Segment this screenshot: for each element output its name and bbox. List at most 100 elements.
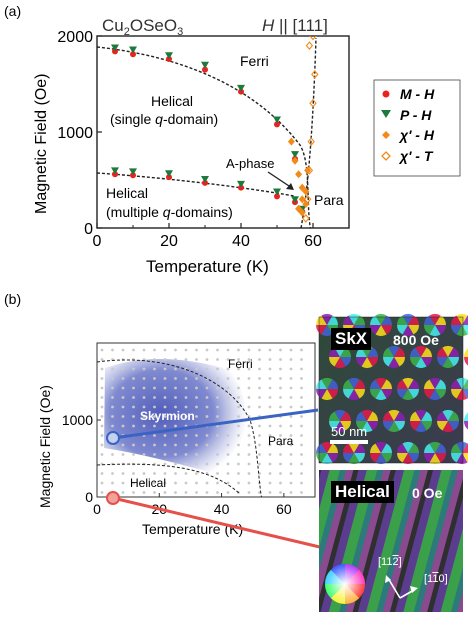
- grid-dot: [100, 434, 104, 437]
- region-helical-b: Helical: [130, 476, 166, 490]
- point-h: [287, 137, 295, 146]
- skyrmion-segment: [367, 347, 378, 357]
- skyrmion-segment: [456, 378, 468, 389]
- point-t: [309, 36, 317, 41]
- skyrmion-segment: [356, 357, 367, 367]
- grid-dot: [132, 367, 135, 371]
- skyrmion-spot: [383, 346, 405, 369]
- grid-dot: [121, 396, 125, 399]
- helical-field: 0 Oe: [412, 485, 443, 501]
- skyrmion-spot: [370, 442, 392, 465]
- x-axis-label-a: Temperature (K): [146, 257, 269, 276]
- y-tick-label-a: 1000: [57, 125, 93, 142]
- grid-dot: [237, 424, 240, 428]
- direction-label-1: [112]: [378, 556, 402, 568]
- outer-boundary-line-b: [97, 359, 262, 497]
- skyrmion-segment: [408, 315, 419, 325]
- grid-dot: [100, 405, 104, 409]
- grid-dot: [100, 443, 104, 447]
- grid-dot: [258, 358, 261, 361]
- grid-dot: [121, 367, 125, 371]
- skyrmion-spot: [410, 410, 432, 432]
- grid-dot: [195, 415, 198, 418]
- grid-dot: [132, 386, 135, 390]
- direction-arrowhead-1: [385, 575, 391, 583]
- skyrmion-spot: [316, 378, 339, 400]
- grid-dot: [195, 443, 198, 447]
- grid-dot: [184, 377, 188, 380]
- skyrmion-segment: [343, 315, 354, 325]
- point-h: [295, 170, 303, 179]
- skyrmion-spot: [370, 378, 392, 400]
- grid-dot: [226, 462, 230, 466]
- grid-dot: [279, 443, 282, 447]
- point-mh: [274, 193, 280, 200]
- skyrmion-segment: [370, 315, 381, 325]
- grid-dot: [111, 386, 114, 390]
- grid-dot: [216, 453, 219, 456]
- grid-dot: [153, 348, 156, 352]
- region-helical-multi-2: (multiple q-domains): [106, 204, 233, 220]
- skyrmion-segment: [381, 443, 392, 453]
- grid-dot: [279, 491, 282, 494]
- y-axis-label-a: Magnetic Field (Oe): [33, 74, 50, 215]
- skyrmion-segment: [361, 357, 373, 369]
- grid-dot: [289, 415, 293, 418]
- point-ph: [291, 196, 299, 204]
- grid-dot: [237, 377, 240, 380]
- skyrmion-segment: [437, 411, 448, 421]
- grid-dot: [289, 453, 293, 456]
- grid-dot: [121, 386, 125, 390]
- grid-dot: [153, 443, 156, 447]
- point-t: [305, 166, 314, 175]
- grid-dot: [195, 358, 198, 361]
- grid-dot: [195, 434, 198, 437]
- skyrmion-segment: [408, 443, 419, 453]
- skyrmion-spot: [451, 378, 468, 400]
- skyrmion-segment: [388, 346, 400, 357]
- skyrmion-segment: [394, 411, 405, 421]
- grid-dot: [289, 481, 293, 485]
- grid-dot: [268, 405, 272, 409]
- skyrmion-segment: [408, 389, 419, 399]
- skyrmion-segment: [437, 357, 448, 367]
- skyrmion-segment: [442, 421, 454, 432]
- grid-dot: [226, 472, 230, 475]
- grid-dot: [174, 367, 177, 371]
- skyrmion-segment: [464, 357, 468, 366]
- grid-dot: [300, 386, 303, 390]
- point-t: [307, 137, 315, 146]
- y-tick-label-b: 1000: [62, 412, 93, 428]
- grid-dot: [216, 405, 219, 409]
- skyrmion-spot: [437, 410, 460, 432]
- grid-dot: [279, 396, 282, 399]
- grid-dot: [100, 415, 104, 418]
- skx-field: 800 Oe: [393, 332, 439, 348]
- skyrmion-spot: [397, 442, 419, 465]
- grid-dot: [132, 491, 135, 494]
- panel-b-label: (b): [4, 291, 21, 307]
- grid-dot: [289, 424, 293, 428]
- grid-dot: [132, 377, 135, 380]
- skyrmion-segment: [462, 315, 468, 325]
- skyrmion-segment: [340, 411, 351, 421]
- skyrmion-segment: [367, 357, 378, 367]
- grid-dot: [258, 348, 261, 352]
- point-h: [298, 195, 306, 204]
- skyrmion-spot: [343, 378, 366, 400]
- skyrmion-segment: [410, 411, 421, 421]
- skyrmion-segment: [408, 379, 419, 389]
- region-helical-single-2: (single q-domain): [110, 111, 218, 127]
- grid-dot: [111, 377, 114, 380]
- grid-dot: [174, 472, 177, 475]
- grid-dot: [300, 415, 303, 418]
- skyrmion-segment: [327, 389, 339, 399]
- grid-dot: [216, 443, 219, 447]
- grid-dot: [121, 481, 125, 485]
- y-tick-label-a: 0: [84, 221, 93, 238]
- skyrmion-segment: [429, 442, 441, 453]
- skyrmion-segment: [397, 379, 408, 389]
- grid-dot: [279, 481, 282, 485]
- skyrmion-segment: [429, 325, 441, 337]
- grid-dot: [205, 434, 209, 437]
